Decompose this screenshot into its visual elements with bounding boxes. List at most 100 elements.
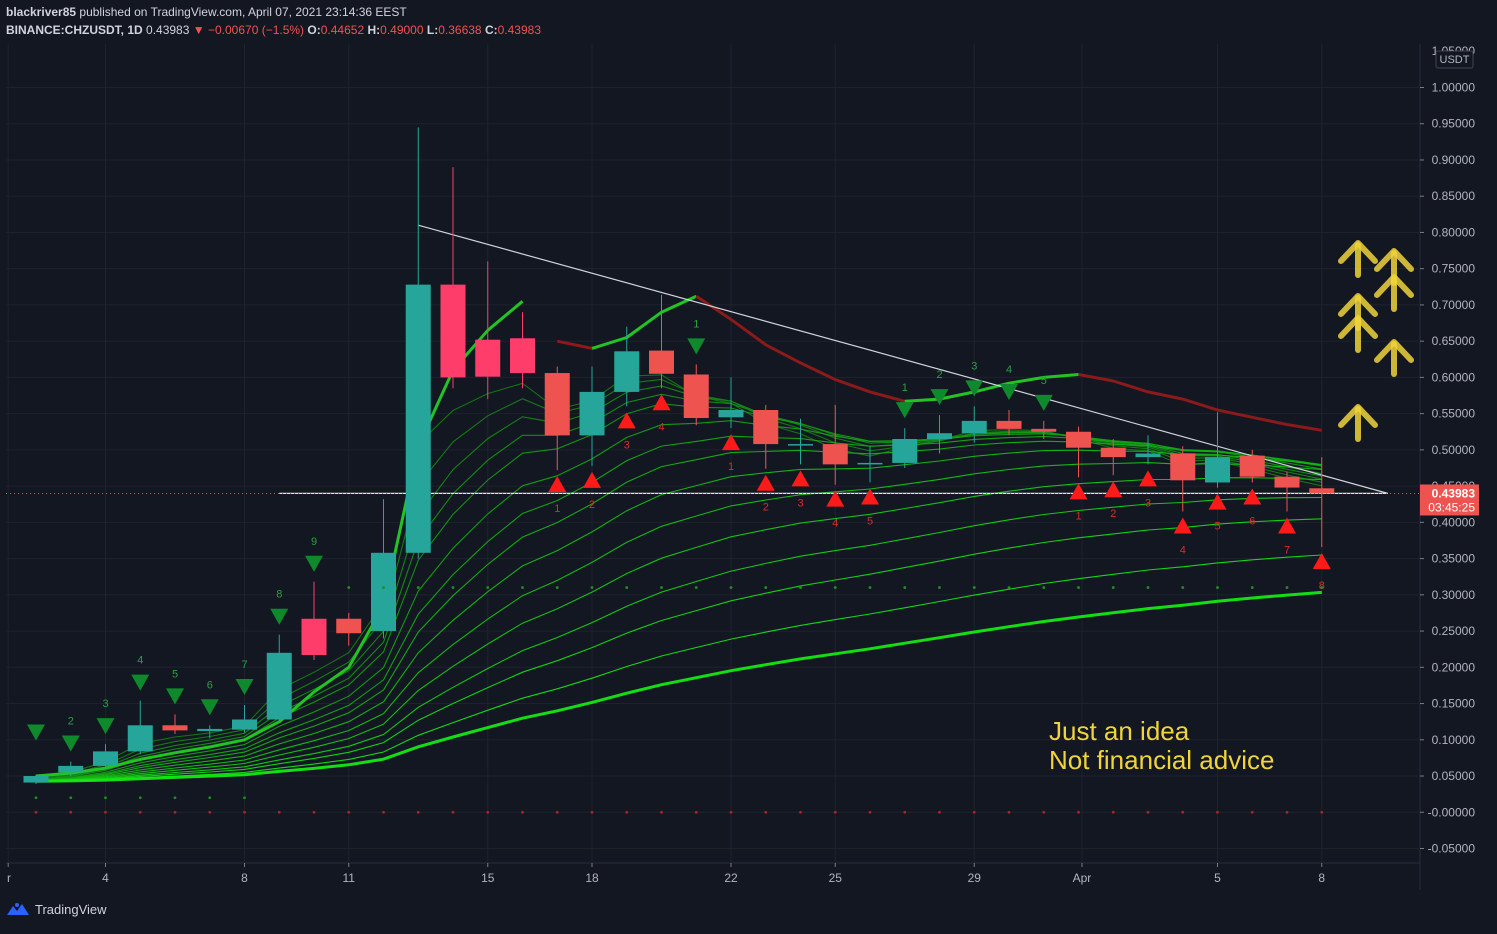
sequence-down-arrow [235, 678, 254, 695]
signal-dot-green [868, 586, 872, 589]
high-value: 0.49000 [380, 23, 424, 37]
candle-body [544, 373, 570, 436]
sequence-up-arrow [722, 434, 740, 451]
signal-dots [34, 586, 1324, 814]
sequence-down-arrow [1034, 394, 1053, 411]
signal-dot-green [104, 796, 107, 800]
signal-dot-green [729, 586, 733, 589]
sequence-up-arrow [1069, 483, 1088, 500]
candle-body [892, 439, 918, 463]
publish-info: blackriver85 published on TradingView.co… [6, 5, 407, 19]
signal-dot-green [1216, 586, 1219, 589]
fast-ma-segment [1078, 373, 1323, 432]
signal-dot-red [660, 810, 663, 814]
candle-body [1100, 447, 1126, 458]
last-price: 0.43983 [146, 23, 190, 37]
sequence-up-label: 5 [1041, 375, 1047, 387]
time-tick-label: 15 [481, 871, 495, 885]
signal-dot-red [243, 810, 246, 814]
fast-ma-segment [904, 373, 1079, 403]
candle-body [996, 420, 1022, 429]
sequence-up-arrow [1208, 493, 1227, 510]
sequence-up-label: 9 [311, 536, 317, 548]
time-tick-label: 8 [241, 871, 248, 885]
signal-dot-red [347, 810, 351, 814]
price-tick-label: 0.25000 [1432, 624, 1476, 638]
sequence-down-label: 5 [1214, 521, 1220, 533]
high-label: H: [367, 23, 381, 37]
sequence-up-arrow [756, 474, 775, 491]
signal-dot-red [521, 810, 524, 814]
signal-dot-green [590, 586, 594, 589]
signal-dot-green [1042, 586, 1046, 589]
sequence-down-label: 4 [658, 421, 664, 433]
sequence-down-label: 4 [1180, 544, 1186, 556]
signal-dot-red [416, 810, 420, 814]
footer-brand-text: TradingView [35, 901, 107, 917]
sequence-up-arrow [826, 490, 845, 507]
sequence-up-label: 2 [68, 716, 74, 728]
change-value: −0.00670 (−1.5%) [207, 23, 305, 37]
signal-dot-red [277, 810, 281, 814]
last-price-badge-value: 0.43983 [1432, 486, 1476, 500]
ribbon-line [35, 518, 1322, 782]
signal-dot-green [521, 586, 524, 589]
signal-dot-red [868, 810, 872, 814]
signal-dot-green [347, 586, 351, 589]
grid [6, 44, 1421, 890]
sequence-up-label: 1 [902, 382, 908, 394]
candle-body [857, 462, 883, 465]
last-price-badge [1420, 484, 1479, 516]
candle-body [1066, 431, 1091, 448]
sequence-down-label: 3 [797, 497, 803, 509]
sequence-up-arrow [791, 470, 810, 487]
candle-body [93, 751, 118, 766]
signal-dot-red [1181, 810, 1185, 814]
candle-body [336, 618, 362, 634]
signal-dot-red [1007, 810, 1011, 814]
sequence-down-arrow [131, 674, 150, 691]
sequence-down-label: 7 [1284, 544, 1290, 556]
sequence-up-label: 3 [102, 698, 108, 710]
currency-label: USDT [1440, 54, 1470, 66]
sequence-up-label: 1 [693, 318, 699, 330]
fast-ma-segment [695, 294, 906, 403]
signal-dot-red [1077, 810, 1080, 814]
sequence-down-arrow [270, 608, 289, 625]
candles[interactable] [23, 127, 1335, 784]
ribbon-line [35, 420, 1322, 781]
symbol-name[interactable]: BINANCE:CHZUSDT, 1D [6, 23, 143, 37]
sequence-up-label: 4 [1006, 364, 1012, 376]
signal-dot-red [173, 810, 177, 814]
candle-body [753, 410, 779, 445]
price-tick-label: 0.60000 [1432, 370, 1476, 384]
signal-dot-red [799, 810, 802, 814]
sequence-up-label: 4 [137, 655, 143, 667]
signal-dot-red [451, 810, 455, 814]
sequence-up-arrow [583, 471, 601, 488]
sequence-down-label: 4 [832, 518, 838, 530]
time-tick-label: 29 [968, 871, 982, 885]
sequence-down-arrow [1000, 384, 1018, 401]
signal-dot-red [938, 810, 941, 814]
signal-dot-red [312, 810, 316, 814]
published-text: published on TradingView.com, April 07, … [79, 5, 407, 19]
sequence-up-label: 3 [971, 360, 977, 372]
signal-dot-green [1146, 586, 1150, 589]
time-tick-label: 22 [724, 871, 738, 885]
candle-body [23, 776, 49, 783]
signal-dot-green [451, 586, 455, 589]
signal-dot-green [903, 586, 907, 589]
sequence-up-arrow [1173, 517, 1192, 534]
signal-dot-red [1111, 810, 1115, 814]
countdown-label: 03:45:25 [1428, 500, 1475, 514]
signal-dot-red [138, 810, 142, 814]
price-tick-label: 0.95000 [1432, 117, 1476, 131]
publisher-name[interactable]: blackriver85 [6, 5, 77, 19]
footer-brand[interactable]: TradingView [6, 901, 107, 917]
signal-dot-red [625, 810, 629, 814]
sequence-down-label: 2 [1110, 508, 1116, 520]
signal-dot-green [660, 586, 663, 589]
